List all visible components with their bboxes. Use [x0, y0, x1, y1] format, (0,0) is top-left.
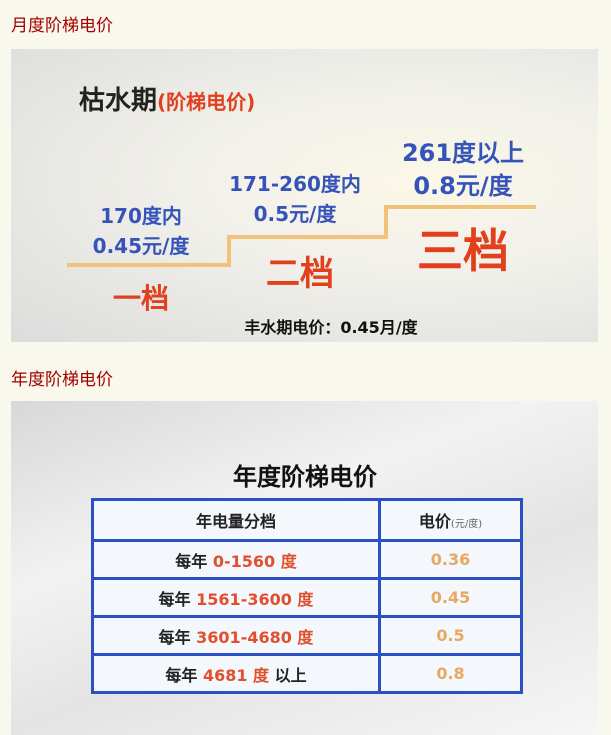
prefix: 每年: [158, 627, 191, 647]
tier1-price: 0.45元/度: [92, 234, 190, 258]
header-price: 电价(元/度): [378, 498, 523, 542]
tier2-price: 0.5元/度: [253, 202, 337, 226]
range: 4681: [202, 665, 248, 685]
prefix: 每年: [165, 665, 198, 685]
step-riser-2: [384, 205, 388, 239]
dry-season-title: 枯水期(阶梯电价): [79, 80, 255, 117]
step-line-3: [384, 205, 536, 209]
tier1-range: 170度内: [100, 204, 182, 228]
table-row: 每年 1561-3600 度 0.45: [91, 577, 523, 618]
step-line-1: [67, 263, 230, 267]
price-cell: 0.8: [378, 653, 523, 694]
table-row: 每年 4681 度 以上 0.8: [91, 653, 523, 694]
price-cell: 0.36: [378, 539, 523, 580]
table-row: 每年 0-1560 度 0.36: [91, 539, 523, 580]
usage-cell: 每年 3601-4680 度: [91, 615, 381, 656]
range: 3601-4680: [196, 627, 292, 647]
tier1-name: 一档: [112, 282, 170, 315]
section-heading-yearly: 年度阶梯电价: [11, 370, 113, 390]
unit: 度: [297, 627, 314, 647]
tier2-name: 二档: [266, 254, 334, 294]
usage-cell: 每年 4681 度 以上: [91, 653, 381, 694]
yearly-title: 年度阶梯电价: [233, 463, 377, 491]
unit: 度: [280, 551, 297, 571]
price-cell: 0.45: [378, 577, 523, 618]
tier2-range: 171-260度内: [229, 172, 361, 196]
unit: 度: [297, 589, 314, 609]
prefix: 每年: [175, 551, 208, 571]
range: 1561-3600: [196, 589, 292, 609]
header-price-unit: (元/度): [450, 519, 483, 530]
unit: 度: [253, 665, 270, 685]
price-cell: 0.5: [378, 615, 523, 656]
header-price-label: 电价: [418, 512, 451, 531]
header-usage: 年电量分档: [91, 498, 381, 542]
range: 0-1560: [212, 551, 276, 571]
tier3-range: 261度以上: [401, 139, 525, 167]
monthly-tier-image: 枯水期(阶梯电价) 170度内 0.45元/度 一档 171-260度内 0.5…: [11, 49, 598, 342]
table-header-row: 年电量分档 电价(元/度): [91, 498, 523, 542]
section-heading-monthly: 月度阶梯电价: [11, 16, 113, 36]
table-row: 每年 3601-4680 度 0.5: [91, 615, 523, 656]
prefix: 每年: [158, 589, 191, 609]
step-line-2: [227, 235, 387, 239]
wet-season-price: 丰水期电价：0.45月/度: [244, 318, 418, 337]
usage-cell: 每年 1561-3600 度: [91, 577, 381, 618]
suffix: 以上: [274, 665, 307, 685]
tier3-price: 0.8元/度: [413, 172, 513, 200]
usage-cell: 每年 0-1560 度: [91, 539, 381, 580]
tier3-name: 三档: [417, 224, 509, 278]
yearly-price-table: 年电量分档 电价(元/度) 每年 0-1560 度 0.36 每年 1561-3…: [91, 498, 523, 694]
yearly-tier-image: 年度阶梯电价 年电量分档 电价(元/度) 每年 0-1560 度 0.36 每年…: [11, 401, 598, 735]
title-sub: (阶梯电价): [157, 90, 256, 114]
step-riser-1: [227, 235, 231, 267]
title-text: 枯水期: [79, 86, 158, 116]
